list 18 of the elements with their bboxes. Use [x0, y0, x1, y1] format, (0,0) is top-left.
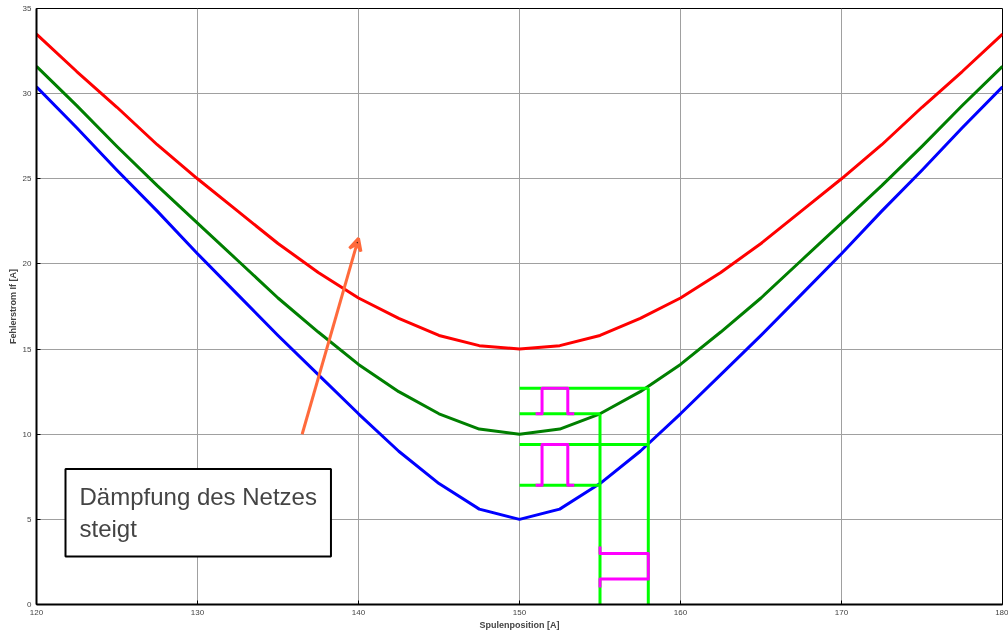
y-tick-label: 35	[22, 4, 33, 13]
y-tick-label: 0	[27, 600, 33, 609]
x-tick-label: 170	[834, 607, 849, 617]
annotation: Dämpfung des Netzes steigt	[79, 483, 317, 543]
x-tick-label: 140	[351, 607, 366, 617]
x-tick-label: 180	[995, 607, 1008, 617]
y-tick-label: 10	[22, 429, 33, 439]
x-tick-label: 150	[512, 607, 527, 617]
y-tick-label: 20	[22, 259, 33, 269]
x-tick-label: 120	[29, 607, 44, 617]
x-axis-title: Spulenposition [A]	[479, 619, 560, 630]
x-tick-label: 130	[190, 607, 205, 617]
y-tick-label: 15	[22, 344, 33, 354]
y-axis-title: Fehlerstrom If [A]	[7, 268, 18, 344]
y-tick-label: 5	[27, 514, 33, 524]
y-tick-label: 30	[22, 89, 33, 99]
y-tick-label: 25	[22, 174, 33, 184]
x-tick-label: 160	[673, 607, 688, 617]
